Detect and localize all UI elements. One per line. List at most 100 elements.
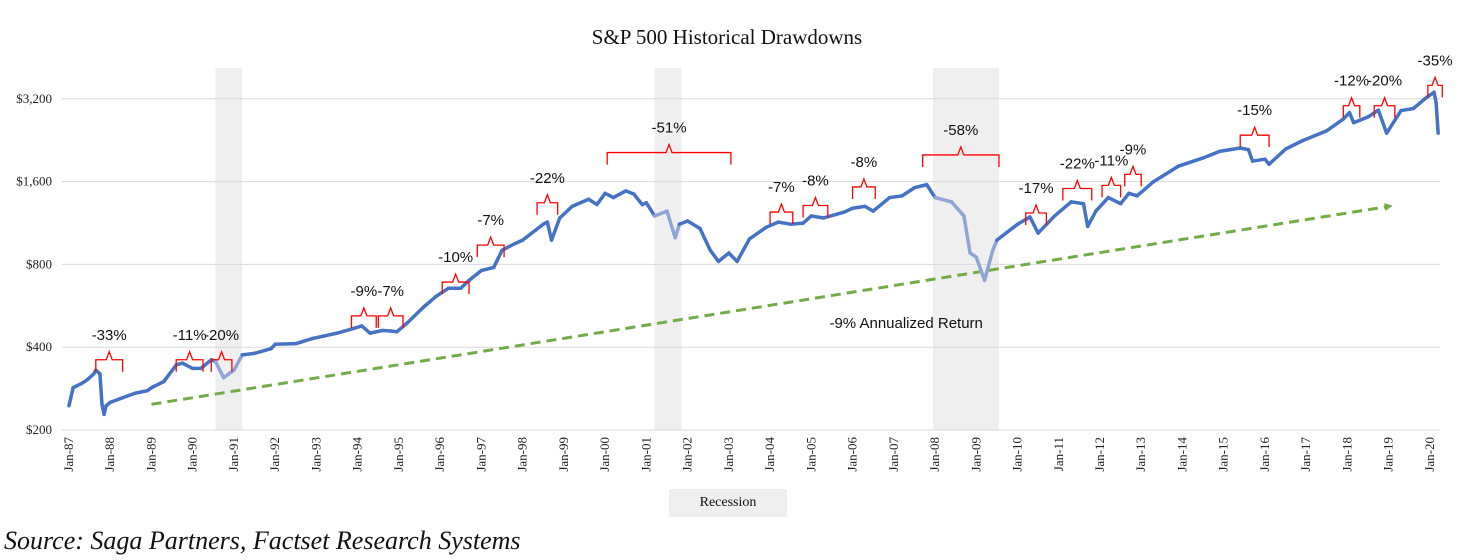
x-tick-label: Jan-89: [143, 437, 158, 472]
x-tick-label: Jan-94: [350, 437, 365, 472]
series-segment: [108, 395, 125, 405]
x-tick-label: Jan-90: [185, 437, 200, 472]
series-segment: [776, 220, 793, 226]
series-segment: [1069, 200, 1086, 206]
series-segment: [180, 361, 195, 371]
source-note: Source: Saga Partners, Factset Research …: [4, 526, 521, 555]
x-tick-label: Jan-95: [391, 437, 406, 472]
x-tick-label: Jan-11: [1051, 437, 1066, 471]
x-tick-label: Jan-91: [226, 437, 241, 472]
series-segment: [1081, 201, 1090, 229]
drawdown-label: -10%: [438, 249, 473, 266]
series-segment: [1325, 117, 1346, 133]
series-segment: [467, 268, 484, 283]
series-segment: [665, 209, 677, 240]
series-segment: [1267, 147, 1288, 167]
drawdown-bracket: [95, 349, 124, 372]
y-tick-label: $800: [26, 256, 52, 271]
annotation-text: -9% Annualized Return: [829, 315, 982, 332]
y-tick-label: $1,600: [16, 174, 52, 189]
series-segment: [67, 385, 75, 408]
series-segment: [912, 182, 929, 190]
drawdown-label: -35%: [1418, 52, 1453, 69]
drawdown-bracket: [536, 192, 559, 215]
series-segment: [213, 359, 226, 380]
series-segment: [595, 191, 607, 207]
x-tick-label: Jan-06: [845, 437, 860, 472]
y-tick-label: $200: [26, 422, 52, 437]
x-tick-label: Jan-87: [61, 437, 76, 472]
series-segment: [673, 222, 682, 240]
drawdown-brackets: -33% -11%-20%-9% -7%-10%-7%-22%-51%-7% -8%-…: [92, 52, 1453, 372]
series-segment: [1135, 179, 1156, 198]
series-segment: [360, 324, 372, 335]
recession-band: [932, 68, 999, 430]
drawdown-bracket: [1124, 164, 1142, 187]
series-segment: [1217, 146, 1242, 154]
series-segment: [1246, 147, 1255, 163]
series-segment: [933, 195, 954, 204]
drawdown-bracket: [922, 145, 1000, 167]
drawdown-bracket: [1101, 175, 1122, 198]
drawdown-bracket: [802, 195, 829, 218]
series-segment: [479, 265, 496, 273]
x-tick-label: Jan-01: [638, 437, 653, 472]
drawdown-bracket: [210, 349, 233, 372]
drawdown-bracket: [175, 349, 204, 372]
series-segment: [368, 328, 385, 335]
drawdown-label: -9%: [1120, 141, 1147, 158]
series-segment: [1085, 209, 1098, 229]
x-tick-label: Jan-13: [1133, 437, 1148, 472]
x-tick-label: Jan-93: [308, 437, 323, 472]
drawdown-bracket: [1427, 75, 1443, 98]
trend-line-annualized: [151, 203, 1393, 406]
drawdown-label: -20%: [204, 327, 239, 344]
drawdown-bracket: [1062, 178, 1093, 201]
series-segment: [1015, 215, 1032, 226]
gridlines: [62, 98, 1440, 431]
series-segment: [120, 391, 137, 400]
series-segment: [294, 336, 315, 346]
drawdown-bracket: [769, 202, 794, 225]
drawdown-label: -7%: [768, 179, 795, 196]
series-segment: [809, 214, 826, 220]
y-tick-label: $400: [26, 339, 52, 354]
series-segment: [310, 331, 339, 341]
series-segment: [1432, 90, 1438, 105]
x-tick-label: Jan-96: [432, 437, 447, 472]
series-segment: [1347, 110, 1356, 125]
legend-recession-label: Recession: [699, 495, 757, 510]
x-tick-label: Jan-99: [556, 437, 571, 472]
drawdown-bracket: [1025, 203, 1048, 226]
drawdown-label: -9%: [351, 283, 378, 300]
series-segment: [1250, 157, 1267, 163]
drawdown-bracket: [441, 272, 470, 295]
series-segment: [1376, 108, 1389, 135]
series-segment: [1384, 108, 1403, 135]
x-tick-label: Jan-14: [1174, 437, 1189, 472]
x-tick-label: Jan-15: [1216, 437, 1231, 472]
series-segment: [421, 294, 438, 309]
series-segment: [652, 209, 669, 218]
series-segment: [405, 305, 426, 325]
recession-bands: [215, 68, 999, 430]
drawdown-label: -7%: [377, 283, 404, 300]
series-segment: [685, 219, 702, 231]
x-tick-label: Jan-03: [721, 437, 736, 472]
series-segment: [1399, 106, 1416, 113]
series-segment: [1300, 128, 1329, 143]
x-tick-label: Jan-97: [473, 437, 488, 472]
series-segment: [995, 222, 1020, 242]
series-segment: [925, 182, 937, 200]
drawdown-label: -22%: [530, 170, 565, 187]
x-tick-label: Jan-02: [680, 437, 695, 472]
chart-title: S&P 500 Historical Drawdowns: [592, 25, 862, 49]
drawdown-label: -7%: [477, 212, 504, 229]
series-segment: [1434, 100, 1440, 135]
x-tick-label: Jan-10: [1010, 437, 1025, 472]
drawdown-label: -51%: [652, 120, 687, 137]
series-segment: [1094, 195, 1110, 213]
series-segment: [716, 251, 731, 264]
series-segment: [801, 214, 814, 225]
